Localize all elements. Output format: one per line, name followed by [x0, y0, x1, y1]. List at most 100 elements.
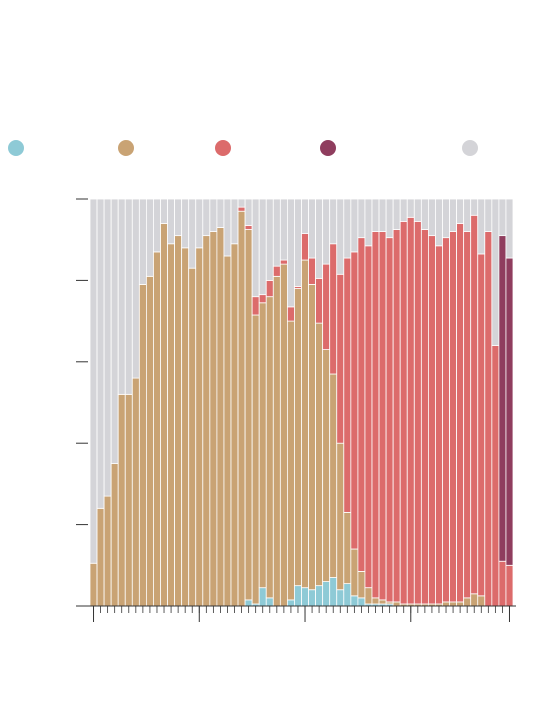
bar-segment	[279, 259, 288, 265]
bar-segment	[258, 587, 267, 607]
bar-segment	[237, 210, 246, 607]
bar-segment	[392, 229, 401, 603]
bar-segment	[477, 198, 486, 255]
bar-segment	[315, 277, 324, 324]
bar-segment	[336, 198, 345, 275]
bar-segment	[392, 198, 401, 230]
bar-segment	[470, 214, 479, 595]
bar-segment	[322, 263, 331, 350]
bar-segment	[505, 564, 514, 607]
legend-swatch	[8, 140, 24, 156]
bar-segment	[498, 198, 507, 237]
bar-segment	[308, 257, 316, 285]
bar-segment	[449, 231, 457, 603]
bar-segment	[272, 275, 281, 607]
bar-segment	[491, 345, 500, 607]
bar-segment	[357, 597, 366, 607]
bar-segment	[209, 198, 218, 232]
bar-segment	[103, 495, 112, 607]
bar-segment	[103, 198, 112, 497]
bar-segment	[392, 601, 401, 607]
bar-segment	[216, 198, 225, 228]
bar-segment	[491, 198, 500, 346]
bar-segment	[456, 601, 465, 607]
bar-segment	[470, 198, 479, 216]
bar-segment	[477, 253, 486, 597]
bar-segment	[399, 220, 408, 605]
bar-segment	[89, 198, 98, 564]
bar-segment	[117, 198, 126, 395]
bar-segment	[336, 589, 345, 607]
bar-segment	[406, 216, 415, 605]
bar-segment	[202, 198, 211, 237]
bar-segment	[110, 463, 119, 607]
bar-segment	[442, 237, 450, 603]
bar-segment	[244, 225, 253, 230]
bar-segment	[498, 235, 507, 562]
bar-segment	[272, 198, 281, 267]
bar-segment	[336, 273, 345, 444]
bar-segment	[301, 198, 309, 234]
bar-segment	[181, 247, 190, 607]
bar-segment	[463, 597, 472, 607]
bar-segment	[371, 597, 380, 605]
bar-segment	[131, 377, 140, 607]
bar-segment	[131, 198, 140, 379]
bar-segment	[505, 257, 514, 566]
bar-segment	[505, 198, 514, 259]
bar-segment	[96, 198, 105, 509]
bar-segment	[195, 198, 204, 249]
bar-segment	[167, 243, 176, 607]
bar-segment	[442, 601, 450, 607]
bar-segment	[272, 265, 281, 277]
bar-segment	[145, 198, 154, 277]
bar-segment	[251, 314, 260, 605]
bar-segment	[498, 560, 507, 607]
bar-segment	[399, 198, 408, 222]
bar-segment	[237, 206, 246, 212]
bar-segment	[463, 231, 472, 599]
bar-segment	[329, 243, 338, 375]
bar-segment	[322, 581, 331, 607]
bar-segment	[413, 198, 422, 222]
bar-segment	[427, 198, 436, 237]
bar-segment	[413, 220, 422, 605]
bar-segment	[308, 284, 316, 591]
bar-segment	[153, 251, 161, 607]
bar-segment	[435, 245, 443, 605]
bar-segment	[216, 227, 225, 607]
bar-segment	[258, 294, 267, 304]
bar-segment	[301, 587, 309, 607]
bar-segment	[124, 393, 133, 607]
bar-segment	[188, 198, 197, 269]
bar-segment	[258, 198, 267, 296]
bar-segment	[308, 198, 316, 259]
bar-segment	[477, 595, 486, 607]
bar-segment	[167, 198, 176, 245]
bar-segment	[265, 198, 274, 281]
bar-segment	[265, 597, 274, 607]
bar-segment	[470, 593, 479, 607]
bar-segment	[357, 237, 366, 572]
bar-segment	[258, 302, 267, 589]
bar-segment	[350, 251, 359, 550]
bar-segment	[181, 198, 190, 249]
bar-segment	[279, 263, 288, 607]
bar-segment	[301, 233, 309, 261]
bar-segment	[329, 373, 338, 578]
bar-segment	[350, 595, 359, 607]
bar-segment	[117, 393, 126, 607]
bar-segment	[174, 235, 183, 607]
bar-segment	[420, 229, 429, 605]
bar-segment	[265, 279, 274, 298]
bar-segment	[89, 562, 98, 607]
bar-segment	[153, 198, 161, 253]
bar-segment	[308, 589, 316, 607]
bar-segment	[364, 198, 373, 247]
bar-segment	[244, 229, 253, 601]
bar-segment	[378, 231, 387, 601]
bar-segment	[420, 198, 429, 230]
legend-swatch	[462, 140, 478, 156]
bar-segment	[237, 198, 246, 208]
bar-segment	[484, 231, 493, 607]
